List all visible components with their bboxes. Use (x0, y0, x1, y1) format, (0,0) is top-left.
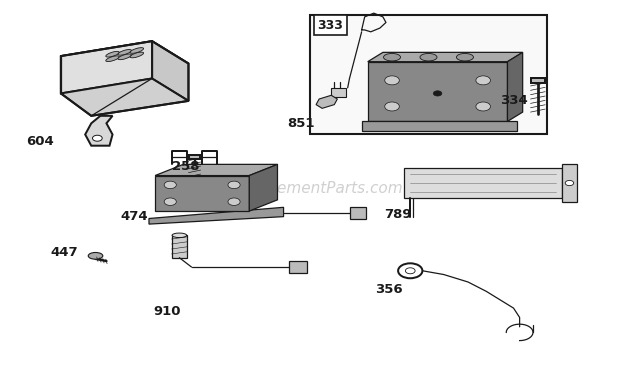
Text: 474: 474 (120, 210, 148, 223)
Polygon shape (404, 168, 562, 198)
Polygon shape (368, 62, 507, 122)
Polygon shape (331, 88, 347, 97)
Polygon shape (189, 155, 200, 159)
Polygon shape (368, 52, 523, 62)
Circle shape (228, 198, 240, 205)
Circle shape (92, 135, 102, 141)
Polygon shape (61, 41, 188, 82)
Polygon shape (531, 78, 545, 83)
Polygon shape (155, 164, 278, 176)
Circle shape (164, 181, 176, 189)
Polygon shape (61, 78, 188, 116)
Ellipse shape (106, 56, 119, 62)
Circle shape (164, 198, 176, 205)
Ellipse shape (384, 53, 401, 61)
Circle shape (476, 76, 490, 85)
Polygon shape (149, 207, 283, 224)
Ellipse shape (456, 53, 474, 61)
Polygon shape (152, 41, 188, 101)
Polygon shape (562, 164, 577, 202)
Circle shape (433, 91, 442, 96)
Text: 604: 604 (26, 136, 53, 149)
Ellipse shape (118, 50, 131, 55)
Polygon shape (361, 122, 516, 131)
Text: 258: 258 (172, 160, 199, 173)
Circle shape (228, 181, 240, 189)
Text: 789: 789 (384, 208, 412, 221)
Polygon shape (249, 164, 278, 211)
Bar (310, 15, 547, 134)
Text: 334: 334 (500, 94, 528, 107)
Polygon shape (61, 41, 152, 93)
Polygon shape (316, 95, 337, 108)
Text: 910: 910 (154, 305, 181, 319)
Ellipse shape (106, 51, 119, 57)
Ellipse shape (88, 253, 103, 259)
Circle shape (476, 102, 490, 111)
Circle shape (385, 102, 399, 111)
Ellipse shape (420, 53, 437, 61)
Circle shape (565, 181, 574, 186)
Ellipse shape (130, 48, 144, 53)
Ellipse shape (118, 54, 131, 60)
Text: 447: 447 (50, 246, 78, 259)
Text: eReplacementParts.com: eReplacementParts.com (216, 181, 404, 196)
Text: 851: 851 (287, 117, 314, 130)
Polygon shape (507, 52, 523, 122)
Polygon shape (85, 116, 112, 146)
Ellipse shape (172, 233, 187, 237)
Text: 356: 356 (375, 283, 403, 296)
Circle shape (385, 76, 399, 85)
Ellipse shape (130, 52, 144, 58)
Polygon shape (172, 235, 187, 258)
Text: 333: 333 (317, 19, 343, 32)
Polygon shape (155, 176, 249, 211)
Polygon shape (289, 261, 307, 273)
Polygon shape (350, 207, 366, 219)
